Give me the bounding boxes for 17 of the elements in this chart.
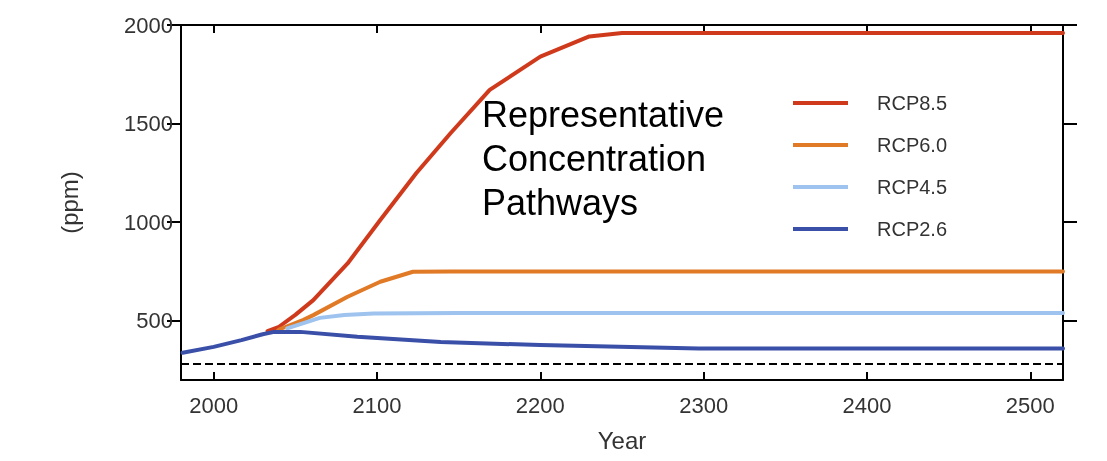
legend-label: RCP2.6 (877, 218, 948, 240)
y-tick-label: 1000 (124, 209, 173, 235)
legend-title: Representative Concentration Pathways (482, 93, 735, 223)
y-tick-label: 500 (136, 308, 173, 334)
x-tick-label: 2000 (189, 392, 239, 418)
legend-label: RCP6.0 (877, 134, 948, 156)
x-tick-label: 2300 (679, 392, 729, 418)
y-tick-label: 1500 (124, 111, 173, 137)
x-axis-title: Year (597, 426, 647, 454)
legend-label: RCP8.5 (877, 92, 948, 114)
y-axis-title: (ppm) (55, 171, 83, 234)
legend-label: RCP4.5 (877, 176, 948, 198)
x-tick-label: 2100 (352, 392, 402, 418)
y-tick-label: 2000 (124, 12, 173, 38)
x-tick-label: 2400 (842, 392, 892, 418)
x-tick-label: 2500 (1005, 392, 1055, 418)
x-tick-label: 2200 (515, 392, 565, 418)
